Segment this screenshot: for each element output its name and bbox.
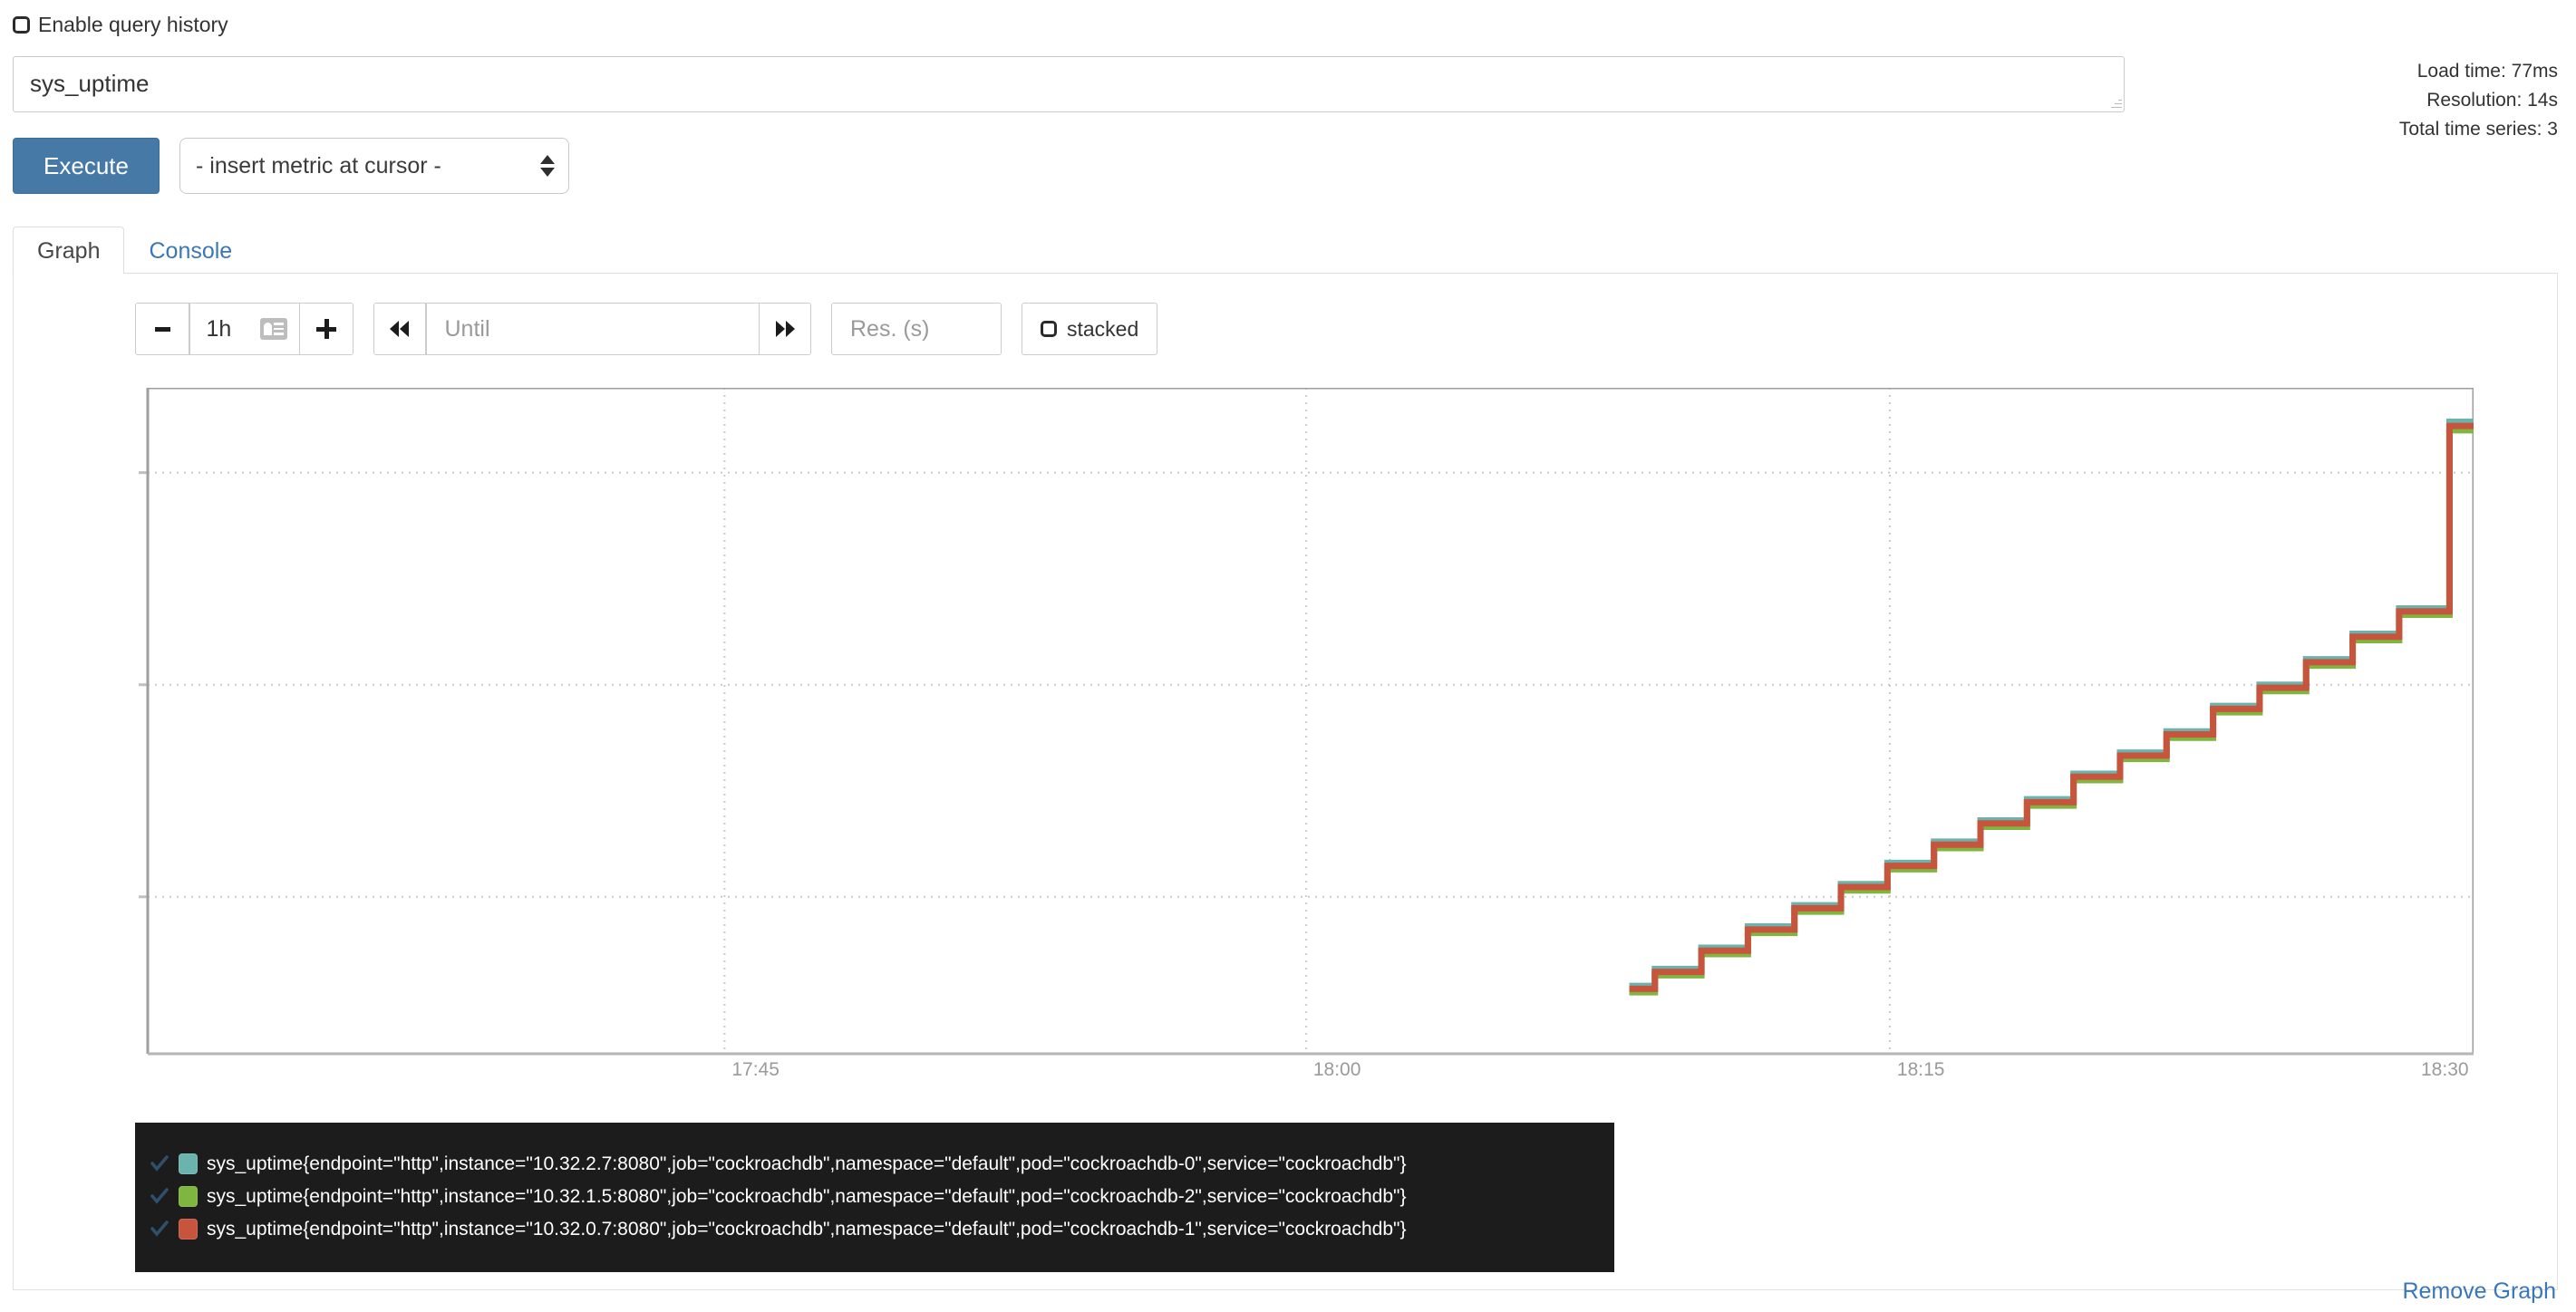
until-input[interactable]	[442, 314, 742, 343]
double-chevron-right-glyph	[776, 321, 795, 337]
stacked-label: stacked	[1067, 316, 1139, 341]
decrease-range-button[interactable]	[136, 304, 189, 354]
series-color-swatch	[179, 1218, 198, 1240]
total-time-series: Total time series: 3	[2398, 118, 2558, 140]
series-label: sys_uptime{endpoint="http",instance="10.…	[207, 1153, 1407, 1174]
metric-select-wrapper: - insert metric at cursor -	[179, 138, 569, 194]
checkbox-unchecked-icon[interactable]	[13, 15, 30, 34]
series-color-swatch	[179, 1185, 198, 1207]
remove-graph-link[interactable]: Remove Graph	[2402, 1278, 2556, 1304]
svg-text:18:15: 18:15	[1897, 1059, 1945, 1080]
double-chevron-right-icon[interactable]	[760, 304, 810, 354]
range-value: 1h	[206, 315, 232, 342]
execute-row: Execute - insert metric at cursor -	[13, 138, 569, 194]
svg-text:17:45: 17:45	[731, 1059, 780, 1080]
insert-metric-select[interactable]: - insert metric at cursor -	[179, 138, 569, 194]
divider	[189, 304, 190, 354]
enable-query-history-toggle[interactable]: Enable query history	[13, 13, 228, 36]
checkmark-icon[interactable]	[150, 1186, 169, 1206]
tab-graph[interactable]: Graph	[13, 226, 125, 275]
svg-text:18:30: 18:30	[2421, 1059, 2469, 1080]
range-input-wrapper[interactable]: 1h	[189, 304, 299, 354]
checkmark-icon[interactable]	[150, 1153, 169, 1173]
double-chevron-left-glyph	[390, 321, 409, 337]
expression-input[interactable]: sys_uptime	[13, 56, 2125, 112]
checkbox-unchecked-icon[interactable]	[1041, 321, 1057, 337]
range-control-group: 1h	[135, 303, 353, 355]
until-field-wrapper	[426, 304, 759, 354]
divider	[425, 304, 427, 354]
execute-button[interactable]: Execute	[13, 138, 160, 194]
load-time: Load time: 77ms	[2416, 61, 2558, 82]
query-stats: Load time: 77ms Resolution: 14s Total ti…	[2399, 57, 2558, 144]
divider	[758, 304, 760, 354]
tab-console[interactable]: Console	[149, 237, 233, 264]
expression-input-wrapper: sys_uptime	[13, 56, 2125, 112]
stacked-toggle[interactable]: stacked	[1022, 303, 1158, 355]
checkmark-icon[interactable]	[150, 1219, 169, 1239]
resolution: Resolution: 14s	[2426, 89, 2558, 111]
resolution-field-wrapper	[832, 304, 1001, 354]
resolution-control-group	[831, 303, 1002, 355]
list-item[interactable]: sys_uptime{endpoint="http",instance="10.…	[135, 1212, 1614, 1245]
increase-range-button[interactable]	[300, 304, 353, 354]
series-label: sys_uptime{endpoint="http",instance="10.…	[207, 1185, 1407, 1207]
list-item[interactable]: sys_uptime{endpoint="http",instance="10.…	[135, 1180, 1614, 1212]
resolution-input[interactable]	[848, 314, 984, 343]
graph-panel: 1h	[13, 274, 2558, 1290]
divider	[298, 304, 300, 354]
series-label: sys_uptime{endpoint="http",instance="10.…	[207, 1218, 1407, 1240]
double-chevron-left-icon[interactable]	[374, 304, 425, 354]
vcard-icon[interactable]	[259, 318, 287, 340]
until-control-group	[373, 303, 811, 355]
graph-controls: 1h	[135, 303, 1158, 355]
series-color-swatch	[179, 1153, 198, 1174]
chart-legend: sys_uptime{endpoint="http",instance="10.…	[135, 1123, 1614, 1272]
panel-tabs: Graph Console	[13, 222, 2558, 275]
svg-text:18:00: 18:00	[1313, 1059, 1361, 1080]
enable-query-history-label: Enable query history	[38, 12, 228, 36]
list-item[interactable]: sys_uptime{endpoint="http",instance="10.…	[135, 1147, 1614, 1180]
